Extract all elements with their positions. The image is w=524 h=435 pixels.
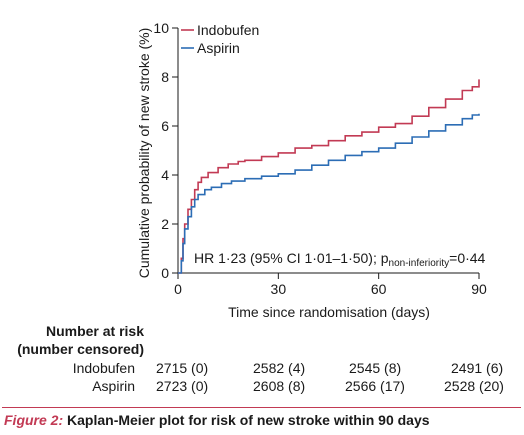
risk-cell: 2545 (8) bbox=[349, 360, 402, 376]
risk-table-title: Number at risk bbox=[45, 323, 144, 339]
risk-cell: 2582 (4) bbox=[253, 360, 306, 376]
series-line-indobufen bbox=[178, 79, 480, 274]
y-axis-title: Cumulative probability of new stroke (%) bbox=[136, 28, 152, 279]
x-tick-label: 0 bbox=[174, 281, 182, 297]
legend-label: Indobufen bbox=[197, 22, 259, 38]
legend-label: Aspirin bbox=[197, 40, 240, 56]
x-tick-label: 60 bbox=[371, 281, 387, 297]
x-tick-label: 30 bbox=[271, 281, 287, 297]
series-layer bbox=[178, 79, 480, 274]
hr-annotation-tail: =0·44 bbox=[449, 250, 485, 266]
y-tick-label: 6 bbox=[161, 118, 169, 134]
risk-row-label-aspirin: Aspirin bbox=[92, 378, 135, 394]
x-axis-title: Time since randomisation (days) bbox=[228, 304, 430, 320]
y-axis: 0 2 4 6 8 10 bbox=[153, 20, 179, 281]
kaplan-meier-chart: 0 2 4 6 8 10 0 30 60 90 Cumulative probability o… bbox=[136, 20, 487, 320]
y-tick-label: 8 bbox=[161, 69, 169, 85]
x-axis: 0 30 60 90 bbox=[174, 272, 487, 297]
hr-annotation-main: HR 1·23 (95% CI 1·01–1·50); p bbox=[194, 250, 389, 266]
x-tick-label: 90 bbox=[471, 281, 487, 297]
risk-cell: 2715 (0) bbox=[156, 360, 209, 376]
risk-row-label-indobufen: Indobufen bbox=[72, 360, 135, 376]
risk-cell: 2491 (6) bbox=[451, 360, 504, 376]
risk-table-subtitle: (number censored) bbox=[17, 341, 144, 357]
caption-divider bbox=[2, 407, 521, 408]
risk-cell: 2723 (0) bbox=[156, 378, 209, 394]
legend: Indobufen Aspirin bbox=[181, 22, 259, 56]
series-line-aspirin bbox=[178, 113, 480, 274]
risk-cell: 2566 (17) bbox=[345, 378, 405, 394]
y-tick-label: 10 bbox=[153, 20, 169, 36]
risk-cell: 2608 (8) bbox=[253, 378, 306, 394]
y-tick-label: 4 bbox=[161, 167, 169, 183]
caption-text: Kaplan-Meier plot for risk of new stroke… bbox=[63, 412, 430, 428]
hr-annotation: HR 1·23 (95% CI 1·01–1·50); pnon-inferio… bbox=[194, 250, 486, 269]
y-tick-label: 2 bbox=[161, 216, 169, 232]
figure-label: Figure 2: bbox=[4, 412, 64, 428]
risk-cell: 2528 (20) bbox=[444, 378, 504, 394]
y-tick-label: 0 bbox=[161, 265, 169, 281]
figure-caption: Figure 2: Kaplan-Meier plot for risk of … bbox=[4, 411, 430, 429]
hr-annotation-subscript: non-inferiority bbox=[389, 258, 450, 269]
